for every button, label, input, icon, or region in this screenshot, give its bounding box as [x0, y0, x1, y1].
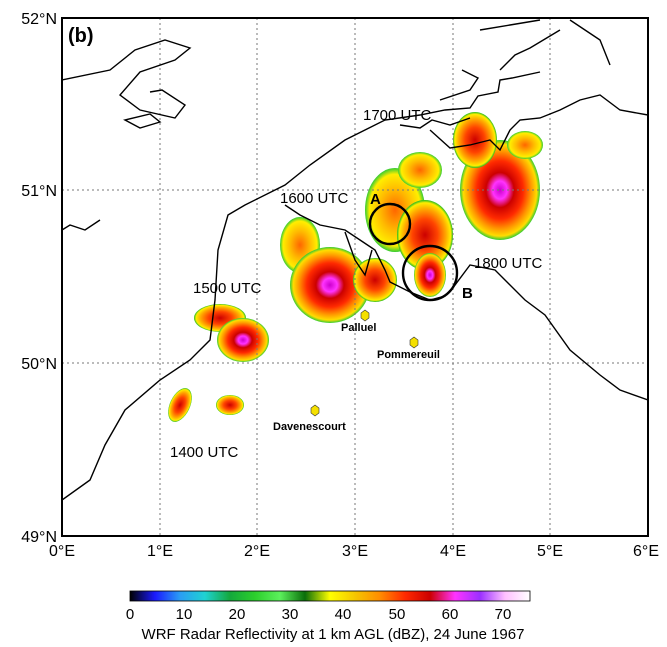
circle-label-b: B — [462, 285, 473, 302]
town-marker-pommereuil — [409, 336, 419, 349]
echo-1800-d — [507, 131, 543, 159]
lon-tick-4: 4°E — [440, 543, 466, 560]
lon-axis: 0°E 1°E 2°E 3°E 4°E 5°E 6°E — [49, 543, 659, 560]
map-area: (b) 1400 UTC 1500 UTC 1600 UTC 1700 UTC … — [62, 18, 648, 536]
time-label-1400: 1400 UTC — [170, 444, 239, 461]
cb-tick-30: 30 — [282, 606, 299, 623]
cb-tick-70: 70 — [495, 606, 512, 623]
colorbar-ticks: 0 10 20 30 40 50 60 70 — [126, 606, 512, 623]
cb-tick-50: 50 — [389, 606, 406, 623]
circle-label-a: A — [370, 191, 381, 208]
graticule — [62, 18, 648, 536]
echo-1700-c — [398, 152, 442, 188]
time-label-1800: 1800 UTC — [474, 255, 543, 272]
cb-tick-0: 0 — [126, 606, 134, 623]
time-label-1700: 1700 UTC — [363, 107, 432, 124]
colorbar: 0 10 20 30 40 50 60 70 WRF Radar Reflect… — [126, 590, 531, 643]
echo-1600-b — [290, 247, 370, 323]
town-marker-palluel — [360, 309, 370, 322]
time-label-1600: 1600 UTC — [280, 190, 349, 207]
town-label-davenescourt: Davenescourt — [273, 421, 346, 433]
lat-tick-50: 50°N — [21, 356, 57, 373]
lat-tick-52: 52°N — [21, 11, 57, 28]
lon-tick-5: 5°E — [537, 543, 563, 560]
echo-1400-east — [216, 395, 244, 415]
lon-tick-0: 0°E — [49, 543, 75, 560]
lon-tick-1: 1°E — [147, 543, 173, 560]
lon-tick-6: 6°E — [633, 543, 659, 560]
cb-tick-40: 40 — [335, 606, 352, 623]
town-label-pommereuil: Pommereuil — [377, 349, 440, 361]
echo-1800-c — [453, 112, 497, 168]
lat-tick-51: 51°N — [21, 183, 57, 200]
cb-tick-20: 20 — [229, 606, 246, 623]
colorbar-title: WRF Radar Reflectivity at 1 km AGL (dBZ)… — [142, 626, 525, 643]
map-frame — [61, 17, 649, 537]
lon-tick-3: 3°E — [342, 543, 368, 560]
lat-axis: 52°N 51°N 50°N 49°N — [21, 11, 57, 546]
echo-1800-a — [414, 253, 446, 297]
lat-tick-49: 49°N — [21, 529, 57, 546]
echo-1400-west — [168, 388, 192, 422]
cb-tick-60: 60 — [442, 606, 459, 623]
panel-label: (b) — [68, 25, 94, 47]
circle-b — [401, 244, 459, 302]
echo-1500-b — [217, 318, 269, 362]
highlight-circles — [368, 202, 459, 302]
echo-1600-c — [353, 258, 397, 302]
colorbar-bar — [129, 590, 531, 602]
town-label-palluel: Palluel — [341, 322, 376, 334]
town-marker-davenescourt — [310, 404, 320, 417]
circle-a — [368, 202, 412, 246]
time-label-1500: 1500 UTC — [193, 280, 262, 297]
cb-tick-10: 10 — [176, 606, 193, 623]
lon-tick-2: 2°E — [244, 543, 270, 560]
town-markers — [310, 309, 419, 417]
